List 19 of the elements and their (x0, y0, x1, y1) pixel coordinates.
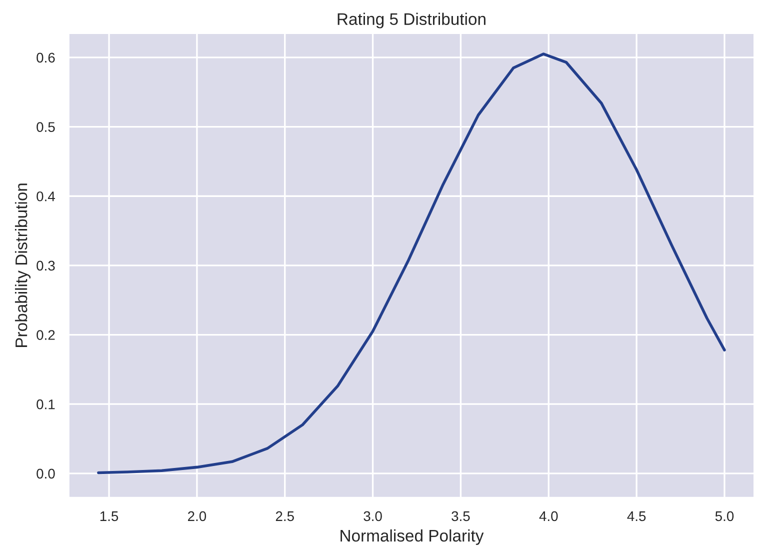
y-tick-label: 0.1 (36, 399, 55, 410)
y-tick-label: 0.5 (36, 122, 55, 132)
chart-title: Rating 5 Distribution (338, 12, 486, 28)
y-tick-label: 0.0 (36, 468, 55, 479)
y-tick-label: 0.3 (36, 260, 55, 271)
x-tick-label: 4.5 (627, 511, 646, 522)
line-series (97, 52, 726, 474)
x-axis-title: Normalised Polarity (340, 529, 484, 545)
y-tick-label: 0.6 (36, 52, 55, 63)
x-tick-label: 1.5 (100, 511, 118, 522)
x-tick-label: 2.0 (188, 511, 206, 522)
y-tick-label: 0.4 (36, 191, 55, 202)
x-tick-label: 4.0 (539, 511, 558, 522)
x-tick-label: 5.0 (715, 511, 734, 522)
y-axis-title: Probability Distribution (14, 184, 31, 347)
x-tick-label: 2.5 (276, 511, 294, 522)
y-tick-label: 0.2 (36, 330, 55, 340)
x-tick-label: 3.0 (364, 511, 382, 522)
x-tick-label: 3.5 (452, 511, 470, 522)
